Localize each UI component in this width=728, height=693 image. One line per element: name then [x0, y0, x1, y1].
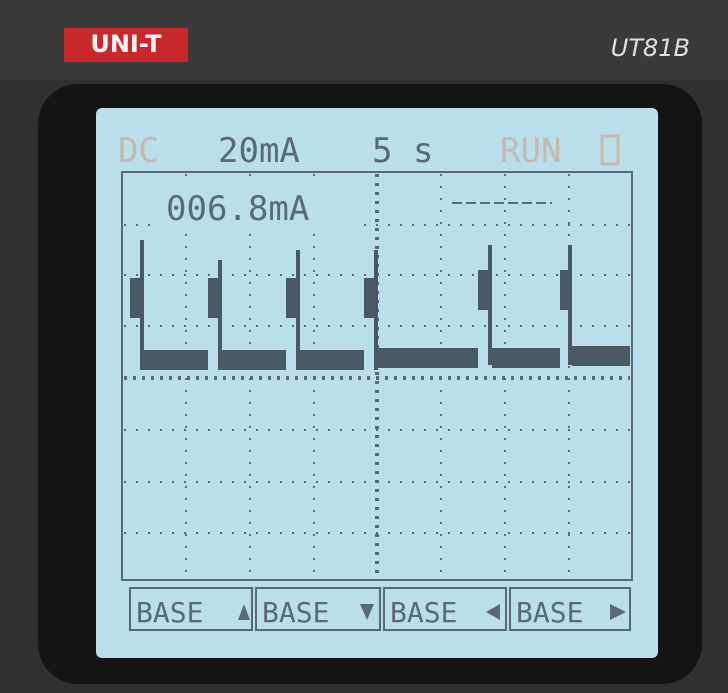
trace: [572, 346, 630, 366]
softkey-label[interactable]: BASE: [390, 596, 457, 629]
page: UNI-T UT81B DC 20mA 5 s RUN: [0, 0, 728, 693]
brand: UNI-T: [90, 30, 162, 58]
trace: [378, 348, 478, 368]
coupling: DC: [118, 131, 159, 171]
trace: [222, 350, 286, 370]
softkey-label[interactable]: BASE: [136, 596, 203, 629]
softkey-label[interactable]: BASE: [262, 596, 329, 629]
trace: [300, 350, 364, 370]
model: UT81B: [611, 34, 690, 62]
reading: 006.8mA: [166, 189, 309, 229]
trace: [144, 350, 208, 370]
trace: [374, 250, 378, 370]
device-photo: UNI-T UT81B DC 20mA 5 s RUN: [0, 0, 728, 693]
timebase: 5 s: [372, 131, 433, 171]
trace: [140, 240, 144, 370]
trace: [568, 245, 572, 365]
softkey-label[interactable]: BASE: [516, 596, 583, 629]
range: 20mA: [218, 131, 300, 171]
run-state: RUN: [500, 131, 561, 171]
trace: [296, 250, 300, 370]
trace: [492, 348, 560, 368]
trace: [218, 260, 222, 370]
trace: [488, 245, 492, 365]
